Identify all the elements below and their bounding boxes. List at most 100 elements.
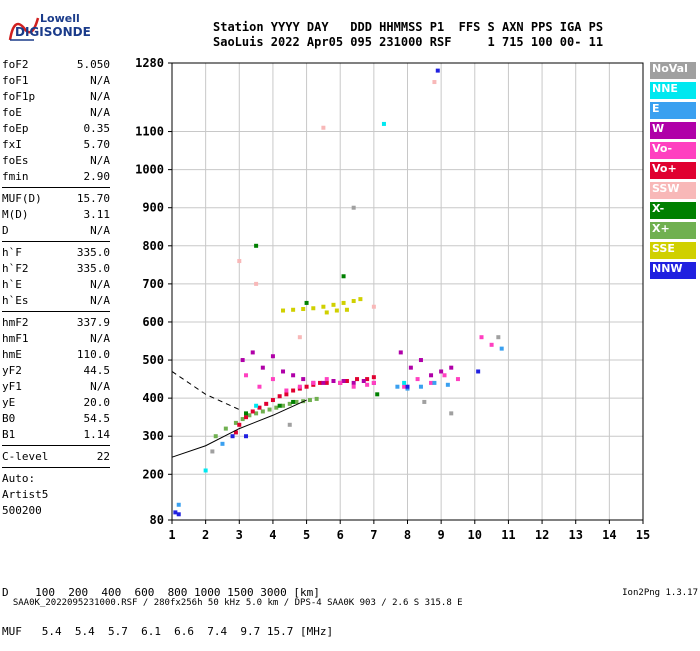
y-tick-label: 1000 (135, 163, 164, 177)
data-point (287, 422, 292, 427)
data-point (301, 377, 306, 382)
data-point (274, 405, 279, 410)
param-row: C-level 22 (2, 449, 110, 465)
param-label: h`Es (2, 294, 29, 307)
legend-item: NNW (650, 262, 696, 279)
legend-item: SSW (650, 182, 696, 199)
data-point (432, 80, 437, 85)
param-row: foF2 5.050 (2, 57, 110, 73)
data-point (291, 307, 296, 312)
param-row: foF1 N/A (2, 73, 110, 89)
param-value: 335.0 (76, 246, 110, 259)
data-point (341, 378, 346, 383)
muf-frequency-row: MUF 5.4 5.4 5.7 6.1 6.6 7.4 9.7 15.7 [MH… (2, 625, 334, 638)
data-point (331, 302, 336, 307)
x-tick-label: 9 (438, 528, 445, 542)
data-point (244, 411, 249, 416)
data-point (247, 413, 252, 418)
data-point (250, 350, 255, 355)
param-row: h`F2 335.0 (2, 261, 110, 277)
data-point (287, 401, 292, 406)
data-point (344, 307, 349, 312)
data-point (284, 392, 289, 397)
data-point (301, 307, 306, 312)
data-point (351, 380, 356, 385)
x-tick-label: 7 (370, 528, 377, 542)
data-point (371, 380, 376, 385)
data-point (220, 441, 225, 446)
param-value: N/A (90, 380, 110, 393)
param-label: foEp (2, 122, 29, 135)
param-label: MUF(D) (2, 192, 42, 205)
param-label: C-level (2, 450, 49, 463)
data-point (442, 373, 447, 378)
param-value: 20.0 (83, 396, 111, 409)
data-point (244, 434, 249, 439)
data-point (344, 378, 349, 383)
x-tick-label: 2 (202, 528, 209, 542)
trace-solid (171, 399, 307, 458)
data-point (213, 434, 218, 439)
data-point (418, 358, 423, 363)
param-label: h`F (2, 246, 22, 259)
data-point (210, 449, 215, 454)
autoscale-label: Auto: (2, 472, 36, 485)
param-value: 3.11 (83, 208, 111, 221)
data-point (233, 430, 238, 435)
data-point (395, 384, 400, 389)
param-value: 54.5 (83, 412, 111, 425)
data-point (254, 403, 259, 408)
param-value: N/A (90, 74, 110, 87)
data-point (230, 434, 235, 439)
data-point (449, 411, 454, 416)
data-point (455, 377, 460, 382)
data-point (294, 399, 299, 404)
y-tick-label: 400 (142, 391, 164, 405)
legend-item: X- (650, 202, 696, 219)
param-value: 2.90 (83, 170, 111, 183)
param-row: yF2 44.5 (2, 363, 110, 379)
data-point (445, 382, 450, 387)
data-point (291, 399, 296, 404)
data-point (311, 306, 316, 311)
data-point (334, 308, 339, 313)
data-point (321, 380, 326, 385)
param-value: 15.70 (76, 192, 110, 205)
data-point (223, 426, 228, 431)
data-point (257, 384, 262, 389)
param-label: h`E (2, 278, 22, 291)
param-label: B1 (2, 428, 16, 441)
param-row: foEp 0.35 (2, 121, 110, 137)
data-point (361, 378, 366, 383)
y-tick-label: 1280 (135, 56, 164, 70)
data-point (371, 375, 376, 380)
data-point (260, 409, 265, 414)
data-point (297, 335, 302, 340)
param-label: yF2 (2, 364, 22, 377)
data-point (405, 384, 410, 389)
data-point (237, 422, 242, 427)
param-value: 1.14 (83, 428, 111, 441)
param-row: B0 54.5 (2, 411, 110, 427)
param-row: foEs N/A (2, 153, 110, 169)
x-tick-label: 15 (636, 528, 650, 542)
param-row: yE 20.0 (2, 395, 110, 411)
data-point (381, 121, 386, 126)
param-value: N/A (90, 294, 110, 307)
param-value: 5.050 (76, 58, 110, 71)
data-point (176, 512, 181, 517)
data-point (351, 205, 356, 210)
data-point (291, 388, 296, 393)
param-value: 0.35 (83, 122, 111, 135)
param-row: hmF2 337.9 (2, 315, 110, 331)
data-point (496, 335, 501, 340)
data-point (398, 350, 403, 355)
autoscale-code: 500200 (2, 504, 42, 517)
param-label: foEs (2, 154, 29, 167)
data-point (254, 281, 259, 286)
data-point (402, 384, 407, 389)
param-row: M(D) 3.11 (2, 207, 110, 223)
ionogram-chart: 1 2 3 4 5 6 7 8 9 10 11 12 13 14 158020030040050060070… (135, 56, 650, 542)
x-tick-label: 5 (303, 528, 310, 542)
x-tick-label: 4 (269, 528, 276, 542)
